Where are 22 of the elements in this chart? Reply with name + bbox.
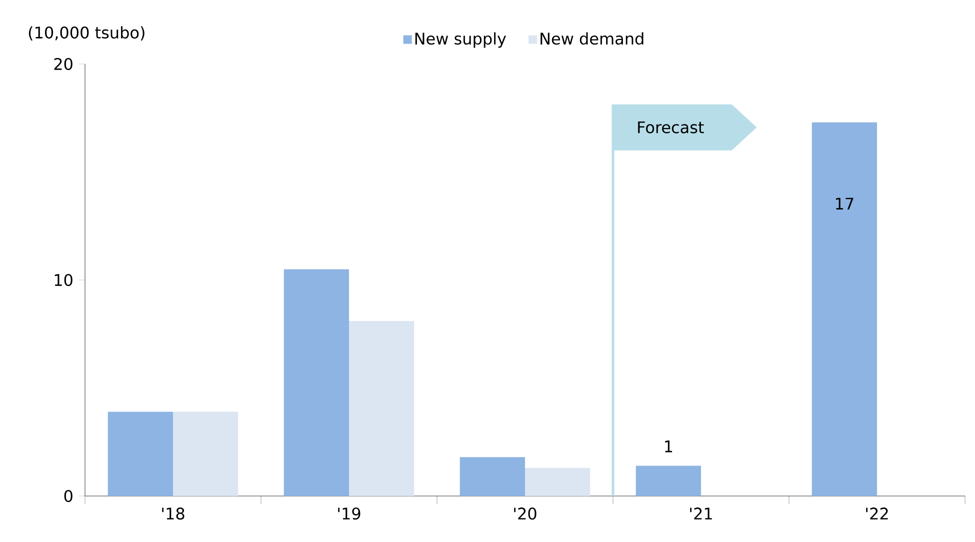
y-tick-label: 0	[64, 490, 72, 502]
x-tick-label: '20	[514, 508, 536, 520]
bar	[349, 321, 414, 496]
bar	[108, 412, 174, 496]
data-label: 1	[665, 440, 672, 452]
bar	[173, 412, 238, 496]
bar	[812, 122, 877, 496]
bar	[460, 457, 526, 496]
annotation: Forecast	[638, 121, 704, 134]
y-tick-label: 20	[54, 58, 72, 70]
legend-label: New supply	[415, 32, 506, 48]
y-tick-label: 10	[54, 274, 72, 286]
bar	[284, 269, 350, 496]
y-axis-title: (10,000 tsubo)	[28, 26, 144, 40]
bar	[525, 468, 590, 496]
x-tick-label: '22	[866, 508, 888, 520]
x-tick-label: '18	[162, 508, 184, 520]
x-tick-label: '21	[690, 508, 712, 520]
legend-label: New demand	[540, 32, 644, 45]
data-label: 17	[836, 198, 854, 210]
x-tick-label: '19	[338, 508, 360, 520]
bar	[636, 466, 701, 496]
